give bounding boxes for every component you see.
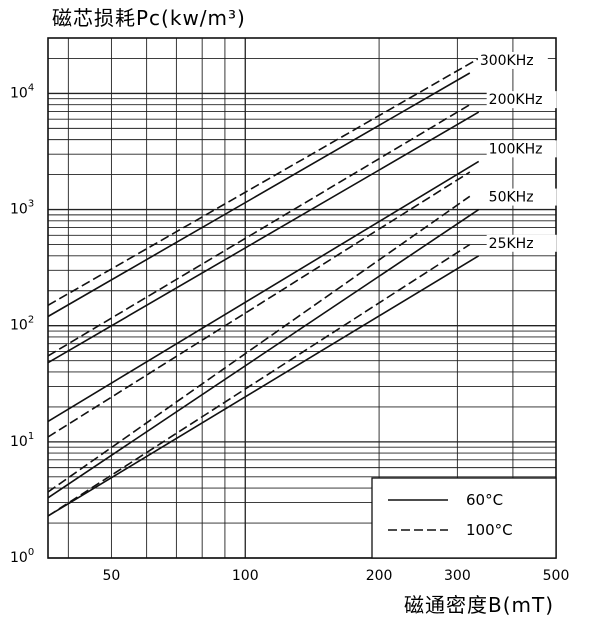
series-line-50-100 xyxy=(47,195,471,493)
freq-label-bg xyxy=(486,234,557,252)
series-line-300-60 xyxy=(47,72,471,318)
y-tick-base: 10 xyxy=(10,434,28,450)
freq-label: 50KHz xyxy=(489,190,534,206)
x-tick-label: 50 xyxy=(103,568,121,584)
chart-title: 磁芯损耗Pc(kw/m³) xyxy=(52,6,246,30)
freq-label: 100KHz xyxy=(489,141,543,157)
x-tick-label: 300 xyxy=(444,568,471,584)
series-line-100-100 xyxy=(47,171,471,438)
freq-label: 200KHz xyxy=(489,92,543,108)
y-tick-label: 102 xyxy=(10,315,34,334)
plot-frame xyxy=(47,37,557,559)
y-tick-label: 101 xyxy=(10,431,34,450)
y-tick-exponent: 2 xyxy=(28,315,34,326)
frequency-labels: 300KHz 200KHz 100KHz 50KHz 25KHz xyxy=(477,51,557,252)
chart-series xyxy=(47,57,480,517)
freq-label: 25KHz xyxy=(489,236,534,252)
y-tick-exponent: 0 xyxy=(28,547,34,558)
y-tick-label: 100 xyxy=(10,547,34,566)
chart-legend: 60°C 100°C xyxy=(371,477,557,559)
x-tick-label: 500 xyxy=(543,568,570,584)
freq-label: 300KHz xyxy=(480,53,534,69)
freq-label-bg xyxy=(477,51,548,69)
freq-label-bg xyxy=(486,140,557,158)
x-axis-label: 磁通密度B(mT) xyxy=(404,593,554,617)
series-line-200-60 xyxy=(47,111,480,364)
series-line-300-100 xyxy=(47,57,480,306)
legend-box xyxy=(371,477,557,559)
y-tick-base: 10 xyxy=(10,318,28,334)
y-tick-base: 10 xyxy=(10,202,28,218)
freq-label-bg xyxy=(486,188,557,206)
legend-label: 60°C xyxy=(466,491,503,509)
y-tick-base: 10 xyxy=(10,550,28,566)
y-tick-exponent: 4 xyxy=(28,82,34,93)
y-tick-exponent: 1 xyxy=(28,431,34,442)
series-line-50-60 xyxy=(47,208,480,499)
y-tick-label: 103 xyxy=(10,199,34,218)
series-line-25-60 xyxy=(47,255,480,517)
x-tick-label: 100 xyxy=(232,568,259,584)
series-line-100-60 xyxy=(47,160,480,423)
series-line-200-100 xyxy=(47,104,471,357)
y-tick-base: 10 xyxy=(10,85,28,101)
series-line-25-100 xyxy=(47,243,471,517)
y-tick-label: 104 xyxy=(10,82,34,101)
x-tick-label: 200 xyxy=(366,568,393,584)
legend-label: 100°C xyxy=(466,521,513,539)
freq-label-bg xyxy=(486,91,557,109)
y-tick-exponent: 3 xyxy=(28,199,34,210)
